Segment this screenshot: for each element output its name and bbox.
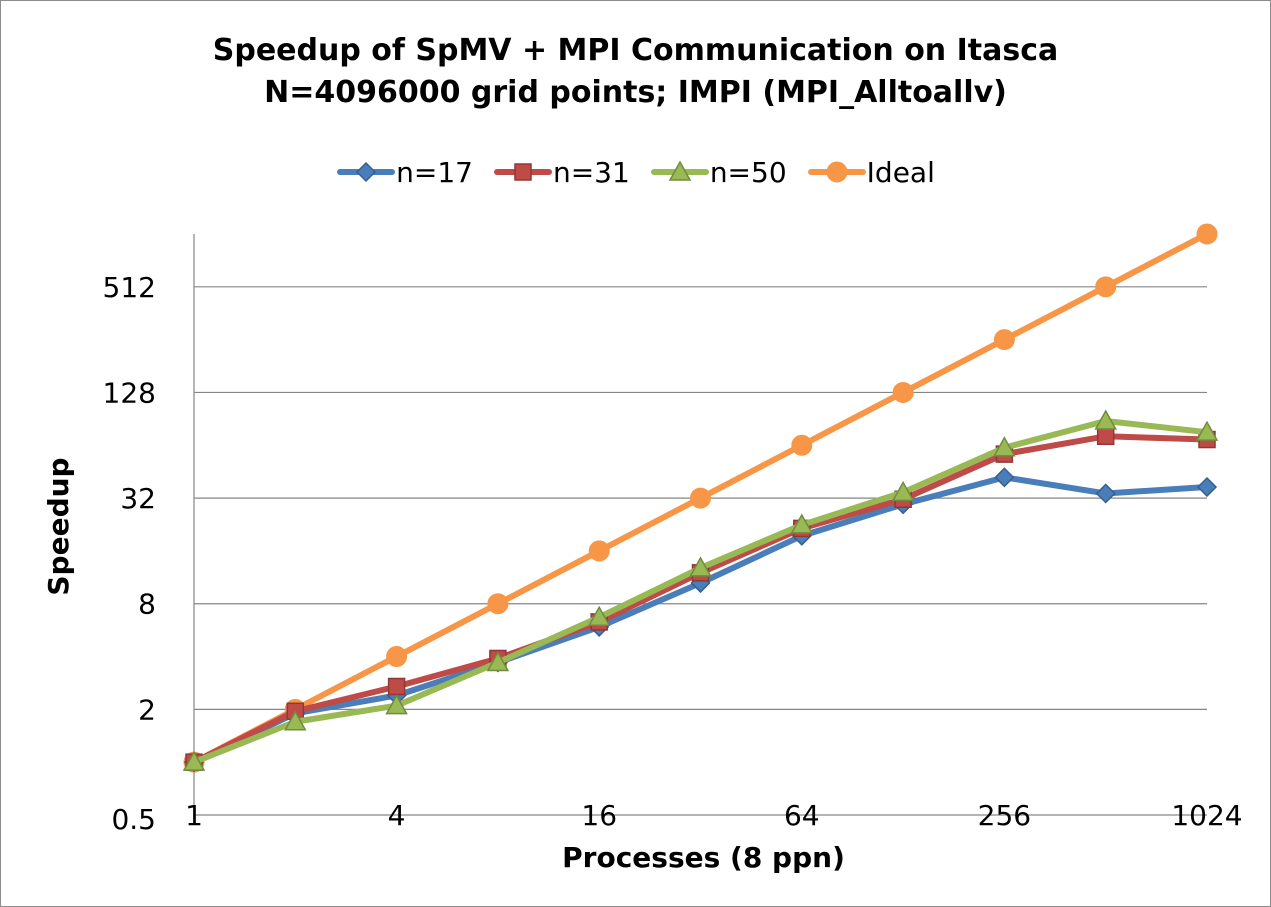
legend-item-n-17: n=17 [336, 152, 473, 192]
data-point-ideal [1196, 223, 1218, 245]
data-point-n-50 [891, 480, 915, 502]
data-point-n-17 [994, 467, 1015, 488]
y-tick-label: 8 [138, 588, 156, 621]
data-point-n-31 [1096, 427, 1115, 446]
series-line-n-17 [191, 474, 1210, 766]
chart-legend: n=17 n=31 n=50 Ideal [0, 152, 1271, 192]
legend-marker [668, 160, 692, 181]
legend-label: n=50 [709, 155, 787, 189]
chart-title-line-1: Speedup of SpMV + MPI Communication on I… [212, 33, 1059, 68]
data-point-n-50 [587, 605, 611, 626]
data-point-n-31 [387, 677, 406, 696]
data-point-n-50 [182, 750, 206, 771]
y-tick-label: 512 [103, 271, 156, 304]
data-point-ideal [892, 381, 914, 403]
legend-marker [514, 163, 532, 181]
data-point-n-50 [689, 556, 712, 577]
data-point-ideal [1095, 276, 1117, 298]
legend-swatch-n-17 [337, 161, 396, 183]
legend-swatch-ideal [807, 161, 866, 183]
data-point-n-17 [1196, 476, 1218, 498]
chart-title-line-2: N=4096000 grid points; IMPI (MPI_Alltoal… [264, 75, 1007, 110]
legend-label: n=17 [396, 155, 473, 189]
data-point-n-17 [1095, 483, 1116, 504]
data-point-ideal [588, 540, 610, 562]
legend-item-n-31: n=31 [493, 152, 630, 192]
x-tick-label: 64 [784, 799, 820, 832]
data-point-n-50 [385, 694, 408, 715]
y-axis-title: Speedup [42, 457, 75, 595]
data-point-ideal [993, 329, 1015, 351]
y-tick-label: 2 [138, 693, 156, 726]
data-point-n-50 [1094, 409, 1117, 430]
legend-item-n-50: n=50 [650, 152, 787, 192]
y-tick-label: 32 [120, 482, 156, 515]
legend-marker [826, 161, 848, 183]
legend-item-ideal: Ideal [807, 152, 935, 192]
data-point-n-50 [486, 650, 510, 672]
data-point-ideal [791, 434, 813, 456]
legend-swatch-n-50 [650, 160, 709, 181]
legend-label: Ideal [866, 155, 935, 189]
data-point-ideal [386, 646, 408, 668]
x-tick-label: 1 [185, 799, 203, 832]
series-ideal [183, 223, 1218, 773]
data-point-n-50 [790, 513, 814, 534]
x-tick-label: 1024 [1171, 799, 1242, 832]
x-axis-title: Processes (8 ppn) [562, 841, 845, 874]
data-point-n-50 [1195, 420, 1219, 441]
series-n-50 [182, 409, 1219, 771]
y-tick-label: 0.5 [111, 803, 156, 836]
data-point-n-50 [284, 710, 307, 731]
legend-label: n=31 [552, 155, 630, 189]
x-tick-label: 4 [388, 799, 406, 832]
data-point-ideal [690, 487, 711, 509]
data-point-ideal [487, 593, 509, 615]
x-tick-label: 16 [581, 799, 617, 832]
chart-title: Speedup of SpMV + MPI Communication on I… [0, 30, 1271, 114]
series-n-31 [185, 427, 1216, 771]
legend-marker [356, 161, 377, 183]
x-tick-label: 256 [978, 799, 1031, 832]
y-tick-label: 128 [103, 376, 156, 409]
legend-swatch-n-31 [493, 163, 552, 181]
data-point-n-50 [993, 436, 1016, 457]
series-n-17 [183, 467, 1218, 773]
